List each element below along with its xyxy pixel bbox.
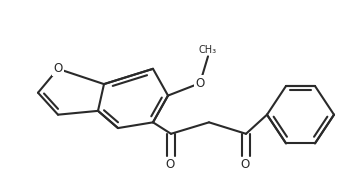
Text: O: O: [53, 62, 63, 75]
Text: O: O: [165, 158, 175, 171]
Text: O: O: [240, 158, 249, 171]
Text: O: O: [195, 77, 204, 90]
Text: CH₃: CH₃: [199, 45, 217, 55]
